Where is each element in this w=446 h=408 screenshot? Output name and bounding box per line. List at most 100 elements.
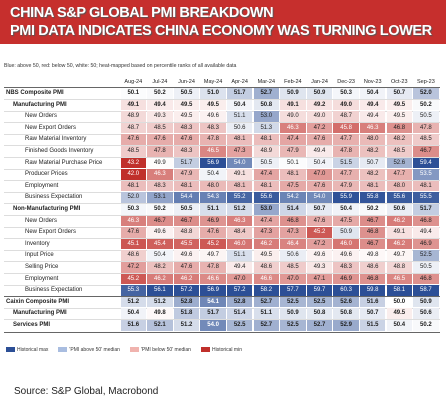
row-label: Services PMI [13, 322, 51, 328]
heat-cell: 46.8 [386, 122, 413, 134]
heat-cell: 55.6 [253, 192, 280, 203]
heat-cell: 56.9 [200, 157, 226, 169]
heat-cell: 50.4 [386, 320, 413, 331]
heat-cell: 49.5 [386, 308, 413, 319]
heat-cell: 45.1 [120, 238, 147, 250]
heat-cell: 49.0 [333, 99, 359, 111]
heat-cell: 47.6 [306, 134, 333, 145]
heat-cell: 46.8 [359, 273, 386, 285]
heat-cell: 46.2 [147, 273, 173, 285]
heat-cell: 46.9 [200, 215, 226, 227]
heat-cell: 48.7 [120, 122, 147, 134]
column-header: Dec-23 [337, 79, 355, 85]
table-bottom [4, 331, 440, 333]
group-separator [4, 295, 440, 297]
row-separator [4, 273, 440, 274]
row-separator [4, 168, 440, 170]
title: PMI DATA INDICATES CHINA ECONOMY WAS TUR… [10, 23, 432, 39]
heat-cell: 46.3 [359, 122, 386, 134]
heat-cell: 52.6 [333, 296, 359, 308]
heat-cell: 50.1 [120, 88, 147, 99]
heat-cell: 50.9 [280, 88, 306, 99]
legend: Historical max 'PMI above 50' median 'PM… [6, 347, 242, 353]
heat-cell: 49.4 [226, 262, 253, 273]
heat-cell: 57.2 [226, 285, 253, 296]
heat-cell: 49.5 [386, 111, 413, 122]
row-label: Employment [25, 182, 59, 189]
heat-cell: 50.7 [359, 308, 386, 319]
heat-cell: 50.5 [413, 111, 439, 122]
heat-cell: 48.9 [253, 146, 280, 157]
heat-cell: 47.3 [226, 146, 253, 157]
heat-cell: 48.1 [120, 180, 147, 192]
heat-cell: 59.4 [413, 157, 439, 169]
heat-cell: 51.5 [333, 157, 359, 169]
heat-cell: 45.2 [306, 227, 333, 238]
heat-cell: 49.4 [359, 99, 386, 111]
heat-cell: 50.5 [413, 262, 439, 273]
heat-cell: 49.6 [147, 227, 173, 238]
source: Source: S&P Global, Macrobond [14, 386, 159, 397]
heat-cell: 49.7 [386, 250, 413, 261]
heat-cell: 46.7 [173, 215, 200, 227]
heat-cell: 55.5 [413, 192, 439, 203]
heat-cell: 50.3 [120, 204, 147, 215]
heat-cell: 52.5 [280, 296, 306, 308]
heat-cell: 46.2 [173, 273, 200, 285]
heat-cell: 46.4 [280, 238, 306, 250]
heat-cell: 47.6 [200, 227, 226, 238]
heat-cell: 52.9 [333, 320, 359, 331]
heat-cell: 47.0 [280, 273, 306, 285]
heat-cell: 49.5 [200, 99, 226, 111]
legend-label: Historical min [211, 347, 242, 353]
heat-cell: 48.1 [253, 180, 280, 192]
heat-cell: 57.7 [280, 285, 306, 296]
heat-cell: 51.4 [280, 204, 306, 215]
heat-cell: 46.7 [359, 238, 386, 250]
heat-cell: 43.2 [120, 157, 147, 169]
heat-cell: 46.9 [413, 238, 439, 250]
title-banner: CHINA S&P GLOBAL PMI BREAKDOWN PMI DATA … [0, 0, 446, 44]
row-label: Business Expectation [25, 194, 83, 201]
heat-cell: 54.0 [306, 192, 333, 203]
row-label: New Orders [25, 113, 58, 120]
heat-cell: 48.5 [413, 134, 439, 145]
heat-cell: 49.1 [120, 99, 147, 111]
heat-cell: 47.2 [306, 122, 333, 134]
heat-cell: 46.6 [200, 273, 226, 285]
heat-cell: 49.5 [386, 99, 413, 111]
heat-cell: 46.8 [280, 215, 306, 227]
heat-cell: 51.2 [173, 320, 200, 331]
heat-cell: 48.1 [413, 180, 439, 192]
legend-item: Historical max [6, 347, 48, 353]
heat-cell: 51.7 [173, 157, 200, 169]
row-label: New Export Orders [25, 229, 77, 236]
row-separator [4, 122, 440, 123]
heat-cell: 46.7 [147, 215, 173, 227]
heat-cell: 52.5 [226, 320, 253, 331]
row-separator [4, 226, 440, 228]
legend-label: Historical max [17, 347, 49, 353]
heat-cell: 50.2 [359, 204, 386, 215]
heat-cell: 47.7 [333, 134, 359, 145]
heat-cell: 46.6 [253, 273, 280, 285]
heat-cell: 46.2 [386, 238, 413, 250]
heat-cell: 48.8 [173, 227, 200, 238]
row-label: Producer Prices [25, 171, 68, 178]
heat-cell: 48.6 [359, 262, 386, 273]
heat-cell: 48.0 [386, 180, 413, 192]
heat-cell: 50.2 [413, 99, 439, 111]
row-separator [4, 145, 440, 146]
legend-label: 'PMI above 50' median [69, 347, 120, 353]
row-separator [4, 133, 440, 135]
heat-cell: 47.6 [173, 134, 200, 145]
heat-cell: 47.2 [120, 262, 147, 273]
row-label: Inventory [25, 240, 50, 247]
heat-cell: 53.1 [147, 192, 173, 203]
heat-cell: 49.9 [147, 157, 173, 169]
heat-cell: 47.0 [226, 273, 253, 285]
title: CHINA S&P GLOBAL PMI BREAKDOWN [10, 5, 274, 21]
heat-cell: 49.6 [173, 250, 200, 261]
heat-cell: 49.6 [333, 250, 359, 261]
row-label: Selling Price [25, 264, 59, 270]
